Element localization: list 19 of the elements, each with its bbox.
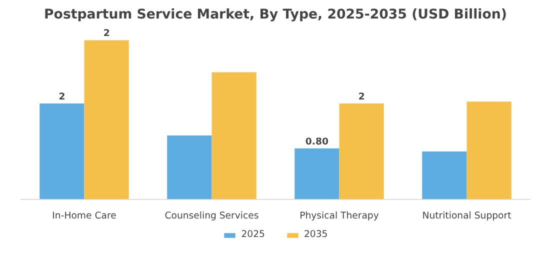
x-tick-label: Counseling Services bbox=[164, 210, 259, 222]
data-label: 2 bbox=[103, 28, 110, 40]
bar bbox=[294, 148, 340, 200]
bar bbox=[466, 102, 512, 200]
bar bbox=[212, 72, 256, 200]
bar bbox=[339, 104, 384, 200]
x-tick-label: Physical Therapy bbox=[300, 210, 380, 222]
bar bbox=[84, 40, 129, 200]
x-tick-label: In-Home Care bbox=[52, 210, 117, 222]
data-label: 2 bbox=[358, 92, 365, 103]
legend-label: 2035 bbox=[304, 229, 328, 240]
bar bbox=[40, 104, 84, 200]
bar bbox=[167, 136, 212, 200]
x-tick-label: Nutritional Support bbox=[422, 210, 512, 222]
legend-label: 2025 bbox=[241, 229, 265, 240]
data-label: 2 bbox=[58, 92, 66, 103]
data-label: 0.80 bbox=[305, 136, 329, 148]
chart-title: Postpartum Service Market, By Type, 2025-2035 (USD Billion) bbox=[44, 8, 507, 22]
bar bbox=[422, 152, 467, 200]
